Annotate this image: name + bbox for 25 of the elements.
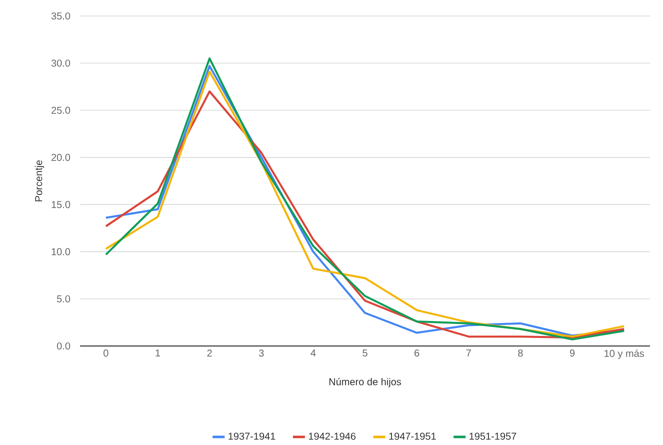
legend-label: 1942-1946 xyxy=(308,432,356,440)
x-tick-label: 5 xyxy=(362,349,368,356)
y-tick-label: 5.0 xyxy=(56,295,70,302)
y-tick-label: 25.0 xyxy=(52,106,70,114)
x-tick-label: 0 xyxy=(104,349,108,357)
y-tick-label: 0.0 xyxy=(56,342,70,350)
x-tick-label: 2 xyxy=(207,349,212,356)
y-tick-label: 20.0 xyxy=(52,154,70,161)
x-tick-label: 6 xyxy=(414,349,420,357)
y-tick-label: 15.0 xyxy=(52,200,70,208)
x-tick-label: 10 y más xyxy=(604,349,644,359)
x-tick-label: 1 xyxy=(156,349,160,356)
y-tick-label: 10.0 xyxy=(52,248,70,256)
y-tick-label: 30.0 xyxy=(51,60,70,67)
legend-label: 1947-1951 xyxy=(389,432,436,440)
legend-label: 1937-1941 xyxy=(228,432,276,440)
legend-label: 1951-1957 xyxy=(470,432,516,440)
x-tick-label: 7 xyxy=(466,349,471,356)
x-axis-title: Número de hijos xyxy=(329,378,402,388)
x-tick-label: 9 xyxy=(570,349,575,357)
y-axis-title: Porcentje xyxy=(34,160,44,202)
x-tick-label: 8 xyxy=(518,349,523,357)
y-tick-label: 35.0 xyxy=(51,12,70,20)
x-tick-label: 3 xyxy=(258,349,264,357)
x-tick-label: 4 xyxy=(310,349,316,356)
